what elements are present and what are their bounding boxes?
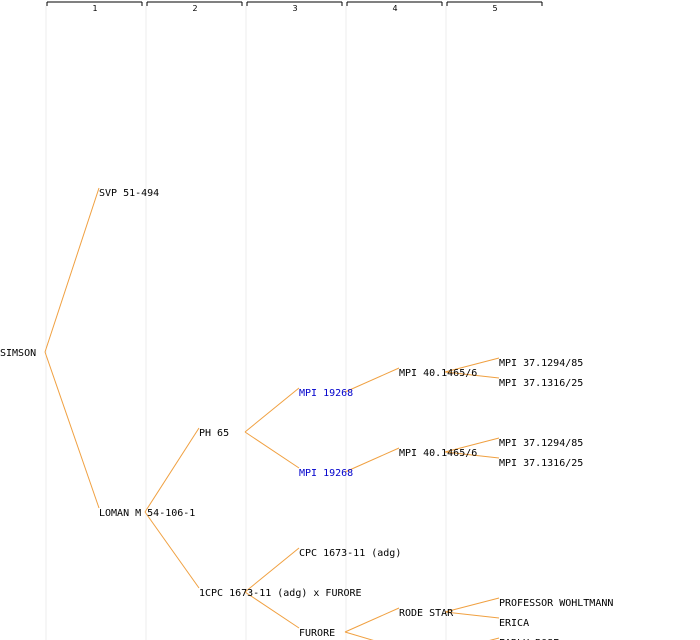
pedigree-node: MPI 37.1316/25	[499, 378, 583, 389]
pedigree-edge	[344, 367, 400, 393]
pedigree-node: ERICA	[499, 618, 529, 629]
pedigree-node: SIMSON	[0, 348, 36, 359]
pedigree-node: RODE STAR	[399, 608, 454, 619]
generation-gridlines	[45, 6, 447, 640]
pedigree-edge	[244, 591, 300, 629]
pedigree-edge	[444, 611, 500, 619]
pedigree-node: FURORE	[299, 628, 335, 639]
pedigree-node: LOMAN M 54-106-1	[99, 508, 195, 519]
generation-number: 5	[492, 4, 497, 13]
generation-number: 3	[292, 4, 297, 13]
pedigree-edge	[444, 371, 500, 379]
pedigree-edge	[444, 597, 500, 613]
generation-header: 1 2 3 4 5	[46, 1, 543, 13]
pedigree-node: PROFESSOR WOHLTMANN	[499, 598, 613, 609]
pedigree-edge	[44, 351, 100, 509]
pedigree-edge	[344, 607, 400, 633]
pedigree-edge	[444, 437, 500, 453]
pedigree-node: MPI 40.1465/6	[399, 368, 477, 379]
pedigree-node: MPI 37.1316/25	[499, 458, 583, 469]
pedigree-node: PH 65	[199, 428, 229, 439]
generation-number: 4	[392, 4, 397, 13]
pedigree-node: MPI 37.1294/85	[499, 438, 583, 449]
pedigree-node-link[interactable]: MPI 19268	[299, 388, 353, 399]
pedigree-edge	[244, 431, 300, 469]
pedigree-edge	[444, 357, 500, 373]
pedigree-nodes: SIMSON SVP 51-494 LOMAN M 54-106-1 PH 65 MPI…	[0, 188, 613, 640]
generation-number: 1	[92, 4, 97, 13]
pedigree-node: MPI 40.1465/6	[399, 448, 477, 459]
pedigree-edge	[344, 631, 374, 640]
pedigree-node: SVP 51-494	[99, 188, 159, 199]
pedigree-edge	[144, 511, 200, 589]
pedigree-node: 1CPC 1673-11 (adg) x FURORE	[199, 588, 362, 599]
pedigree-edge	[144, 427, 200, 513]
pedigree-edge	[444, 451, 500, 459]
pedigree-node: EARLY ROSE	[499, 638, 559, 640]
pedigree-edge	[244, 547, 300, 593]
pedigree-node: CPC 1673-11 (adg)	[299, 548, 401, 559]
generation-number: 2	[192, 4, 197, 13]
pedigree-edge	[44, 187, 100, 353]
pedigree-node-link[interactable]: MPI 19268	[299, 468, 353, 479]
pedigree-node: MPI 37.1294/85	[499, 358, 583, 369]
pedigree-edge	[344, 447, 400, 473]
pedigree-edge	[244, 387, 300, 433]
pedigree-edges	[44, 187, 500, 640]
